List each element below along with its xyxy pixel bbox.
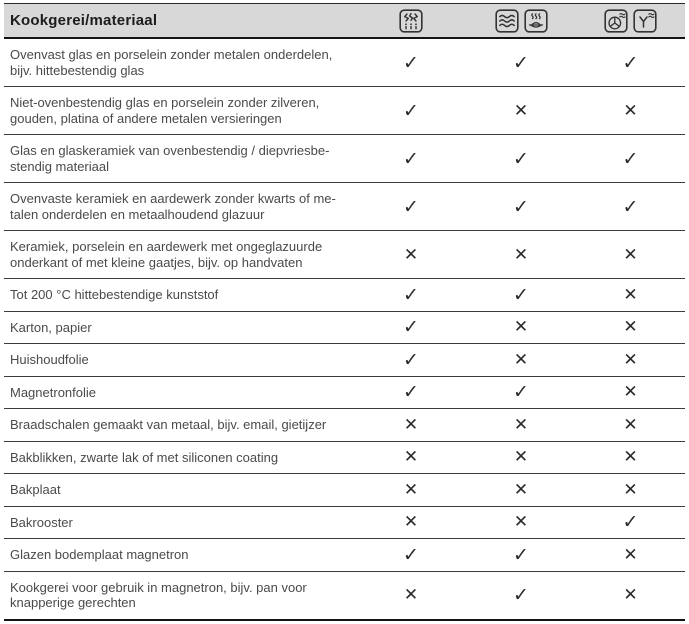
suitability-mark-combi: ✓: [576, 38, 685, 87]
cookware-suitability-table: Kookgerei/materiaal: [4, 3, 685, 621]
column-magnetron: [356, 3, 466, 39]
table-row: Bakrooster ✕ ✕ ✓: [4, 506, 685, 539]
suitability-mark-magnetron: ✓: [356, 311, 466, 344]
material-label: Magnetronfolie: [4, 376, 356, 409]
suitability-mark-combi: ✕: [576, 473, 685, 507]
suitability-mark-magnetron: ✕: [356, 408, 466, 442]
suitability-mark-combi: ✕: [576, 86, 685, 135]
suitability-mark-combi: ✕: [576, 376, 685, 409]
table-row: Glas en glaskeramiek van ovenbestendig /…: [4, 134, 685, 183]
table-row: Tot 200 °C hittebestendige kunststof ✓ ✓…: [4, 278, 685, 312]
microwave-icon: [399, 8, 423, 33]
table-row: Keramiek, porselein en aardewerk met ong…: [4, 230, 685, 279]
material-label: Ovenvaste keramiek en aardewerk zonder k…: [4, 182, 356, 231]
suitability-mark-combi: ✕: [576, 230, 685, 279]
table-body: Ovenvast glas en porselein zonder metale…: [4, 38, 685, 621]
suitability-mark-oven: ✕: [466, 473, 576, 507]
suitability-mark-oven: ✓: [466, 38, 576, 87]
suitability-mark-magnetron: ✓: [356, 376, 466, 409]
table-row: Braadschalen gemaakt van metaal, bijv. e…: [4, 408, 685, 442]
suitability-mark-magnetron: ✓: [356, 134, 466, 183]
suitability-mark-combi: ✓: [576, 134, 685, 183]
suitability-mark-oven: ✓: [466, 376, 576, 409]
suitability-mark-magnetron: ✕: [356, 230, 466, 279]
table-row: Kookgerei voor gebruik in magnetron, bij…: [4, 571, 685, 621]
material-label: Kookgerei voor gebruik in magnetron, bij…: [4, 571, 356, 621]
material-label: Keramiek, porselein en aardewerk met ong…: [4, 230, 356, 279]
suitability-mark-oven: ✕: [466, 441, 576, 474]
table-row: Ovenvaste keramiek en aardewerk zonder k…: [4, 182, 685, 231]
suitability-mark-oven: ✕: [466, 86, 576, 135]
material-label: Glas en glaskeramiek van ovenbestendig /…: [4, 134, 356, 183]
suitability-mark-combi: ✕: [576, 408, 685, 442]
suitability-mark-magnetron: ✓: [356, 278, 466, 312]
material-label: Bakrooster: [4, 506, 356, 539]
material-label: Ovenvast glas en porselein zonder metale…: [4, 38, 356, 87]
material-label: Glazen bodemplaat magnetron: [4, 538, 356, 572]
table-title: Kookgerei/materiaal: [4, 3, 356, 39]
manual-table-page: Kookgerei/materiaal: [4, 3, 685, 621]
table-header: Kookgerei/materiaal: [4, 3, 685, 39]
material-label: Bakplaat: [4, 473, 356, 507]
suitability-mark-magnetron: ✕: [356, 441, 466, 474]
suitability-mark-magnetron: ✓: [356, 538, 466, 572]
table-row: Bakplaat ✕ ✕ ✕: [4, 473, 685, 507]
suitability-mark-oven: ✕: [466, 230, 576, 279]
suitability-mark-magnetron: ✓: [356, 86, 466, 135]
suitability-mark-combi: ✕: [576, 278, 685, 312]
table-row: Huishoudfolie ✓ ✕ ✕: [4, 343, 685, 377]
suitability-mark-combi: ✕: [576, 343, 685, 377]
material-label: Karton, papier: [4, 311, 356, 344]
column-combi: [576, 3, 685, 39]
suitability-mark-oven: ✓: [466, 134, 576, 183]
suitability-mark-magnetron: ✓: [356, 182, 466, 231]
suitability-mark-combi: ✕: [576, 571, 685, 621]
suitability-mark-oven: ✕: [466, 506, 576, 539]
suitability-mark-magnetron: ✕: [356, 571, 466, 621]
combi-microwave-grill-icon: [633, 8, 657, 33]
suitability-mark-oven: ✓: [466, 571, 576, 621]
suitability-mark-magnetron: ✕: [356, 473, 466, 507]
suitability-mark-magnetron: ✓: [356, 38, 466, 87]
table-row: Magnetronfolie ✓ ✓ ✕: [4, 376, 685, 409]
material-label: Braadschalen gemaakt van metaal, bijv. e…: [4, 408, 356, 442]
suitability-mark-magnetron: ✓: [356, 343, 466, 377]
hot-air-icon: [494, 8, 519, 33]
table-row: Ovenvast glas en porselein zonder metale…: [4, 38, 685, 87]
grill-icon: [523, 8, 548, 33]
header-row: Kookgerei/materiaal: [4, 3, 685, 39]
table-row: Glazen bodemplaat magnetron ✓ ✓ ✕: [4, 538, 685, 572]
suitability-mark-oven: ✓: [466, 538, 576, 572]
combi-microwave-fan-icon: [604, 8, 628, 33]
suitability-mark-combi: ✕: [576, 538, 685, 572]
suitability-mark-combi: ✕: [576, 311, 685, 344]
table-row: Niet-ovenbestendig glas en porselein zon…: [4, 86, 685, 135]
material-label: Huishoudfolie: [4, 343, 356, 377]
suitability-mark-oven: ✓: [466, 182, 576, 231]
suitability-mark-oven: ✕: [466, 408, 576, 442]
table-row: Bakblikken, zwarte lak of met siliconen …: [4, 441, 685, 474]
material-label: Bakblikken, zwarte lak of met siliconen …: [4, 441, 356, 474]
material-label: Niet-ovenbestendig glas en porselein zon…: [4, 86, 356, 135]
suitability-mark-magnetron: ✕: [356, 506, 466, 539]
suitability-mark-combi: ✕: [576, 441, 685, 474]
suitability-mark-oven: ✕: [466, 343, 576, 377]
material-label: Tot 200 °C hittebestendige kunststof: [4, 278, 356, 312]
table-row: Karton, papier ✓ ✕ ✕: [4, 311, 685, 344]
suitability-mark-oven: ✓: [466, 278, 576, 312]
column-oven: [466, 3, 576, 39]
suitability-mark-combi: ✓: [576, 506, 685, 539]
suitability-mark-combi: ✓: [576, 182, 685, 231]
suitability-mark-oven: ✕: [466, 311, 576, 344]
